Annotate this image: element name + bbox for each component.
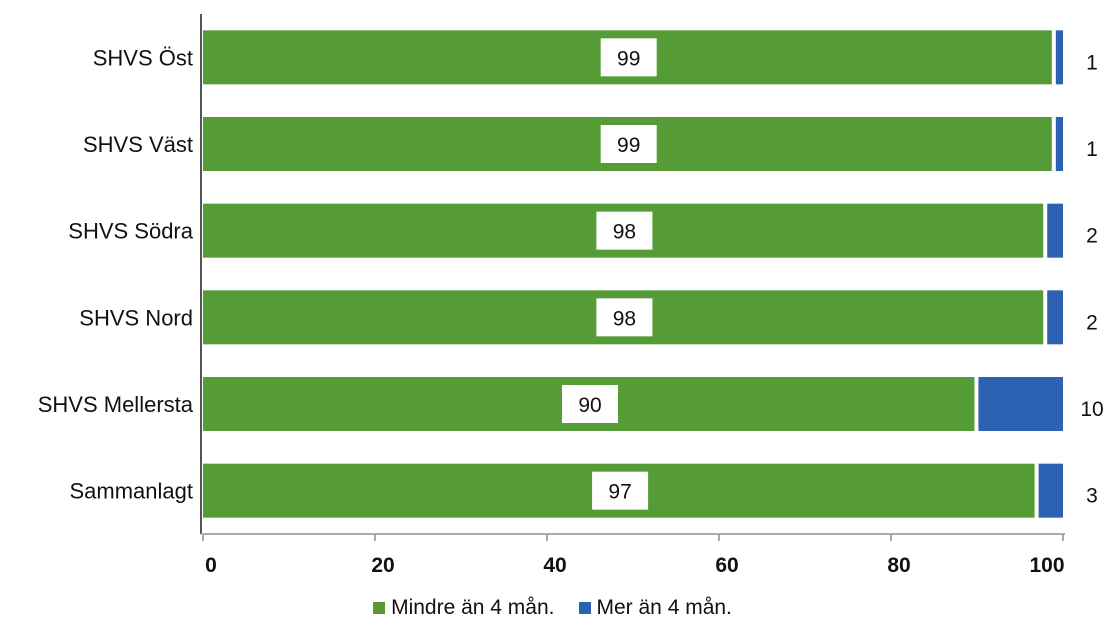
data-label-series-1: 90 — [578, 394, 601, 417]
data-label-series-2: 1 — [1086, 51, 1098, 74]
bar-series-2 — [1055, 30, 1063, 85]
category-label: SHVS Väst — [83, 132, 193, 157]
data-label-series-2: 3 — [1086, 485, 1098, 508]
legend: Mindre än 4 mån. Mer än 4 mån. — [0, 596, 1105, 620]
x-axis-ticks: 0 20 40 60 80 100 — [202, 534, 1065, 577]
x-tick-label: 20 — [371, 554, 394, 577]
x-tick-label: 60 — [715, 554, 738, 577]
legend-swatch-series-2 — [578, 602, 591, 614]
data-label-series-2: 2 — [1086, 311, 1098, 334]
data-label-box-series-1 — [562, 385, 618, 423]
legend-item-series-2: Mer än 4 mån. — [578, 596, 732, 620]
data-label-box-series-1 — [600, 125, 657, 163]
category-label: SHVS Öst — [93, 45, 193, 70]
data-label-series-1: 99 — [617, 47, 640, 70]
category-label: SHVS Södra — [68, 219, 193, 244]
bars — [203, 30, 1063, 518]
data-label-series-1: 97 — [608, 481, 631, 504]
bar-series-2 — [1055, 117, 1063, 171]
x-tick-label: 0 — [205, 554, 217, 577]
data-label-box-series-1 — [596, 298, 653, 337]
legend-label-series-1: Mindre än 4 mån. — [391, 596, 555, 619]
data-label-series-2: 2 — [1086, 225, 1098, 248]
data-label-series-1: 98 — [613, 221, 636, 244]
x-tick-label: 40 — [543, 554, 566, 577]
category-label: SHVS Nord — [79, 305, 193, 330]
data-label-series-1: 99 — [617, 134, 640, 157]
bar-series-2 — [1047, 203, 1063, 258]
x-tick-label: 100 — [1029, 554, 1064, 577]
bar-series-2 — [1038, 463, 1063, 518]
legend-swatch-series-1 — [373, 602, 386, 614]
data-label-box-series-1 — [596, 211, 653, 250]
category-label: Sammanlagt — [69, 479, 193, 504]
data-labels: 99 1 99 1 98 2 98 2 90 10 97 3 — [562, 38, 1104, 510]
data-label-box-series-1 — [592, 471, 649, 510]
data-label-series-1: 98 — [613, 307, 636, 330]
chart: SHVS Öst SHVS Väst SHVS Södra SHVS Nord SHVS… — [38, 14, 1104, 577]
legend-label-series-2: Mer än 4 mån. — [596, 596, 732, 619]
data-label-series-2: 1 — [1086, 138, 1098, 161]
category-labels: SHVS Öst SHVS Väst SHVS Södra SHVS Nord SHVS… — [38, 45, 194, 503]
category-label: SHVS Mellersta — [38, 392, 194, 417]
bar-series-2 — [978, 377, 1063, 431]
legend-item-series-1: Mindre än 4 mån. — [373, 596, 555, 620]
x-tick-label: 80 — [887, 554, 910, 577]
bar-series-2 — [1047, 290, 1063, 345]
data-label-series-2: 10 — [1080, 398, 1103, 421]
data-label-box-series-1 — [600, 38, 657, 77]
